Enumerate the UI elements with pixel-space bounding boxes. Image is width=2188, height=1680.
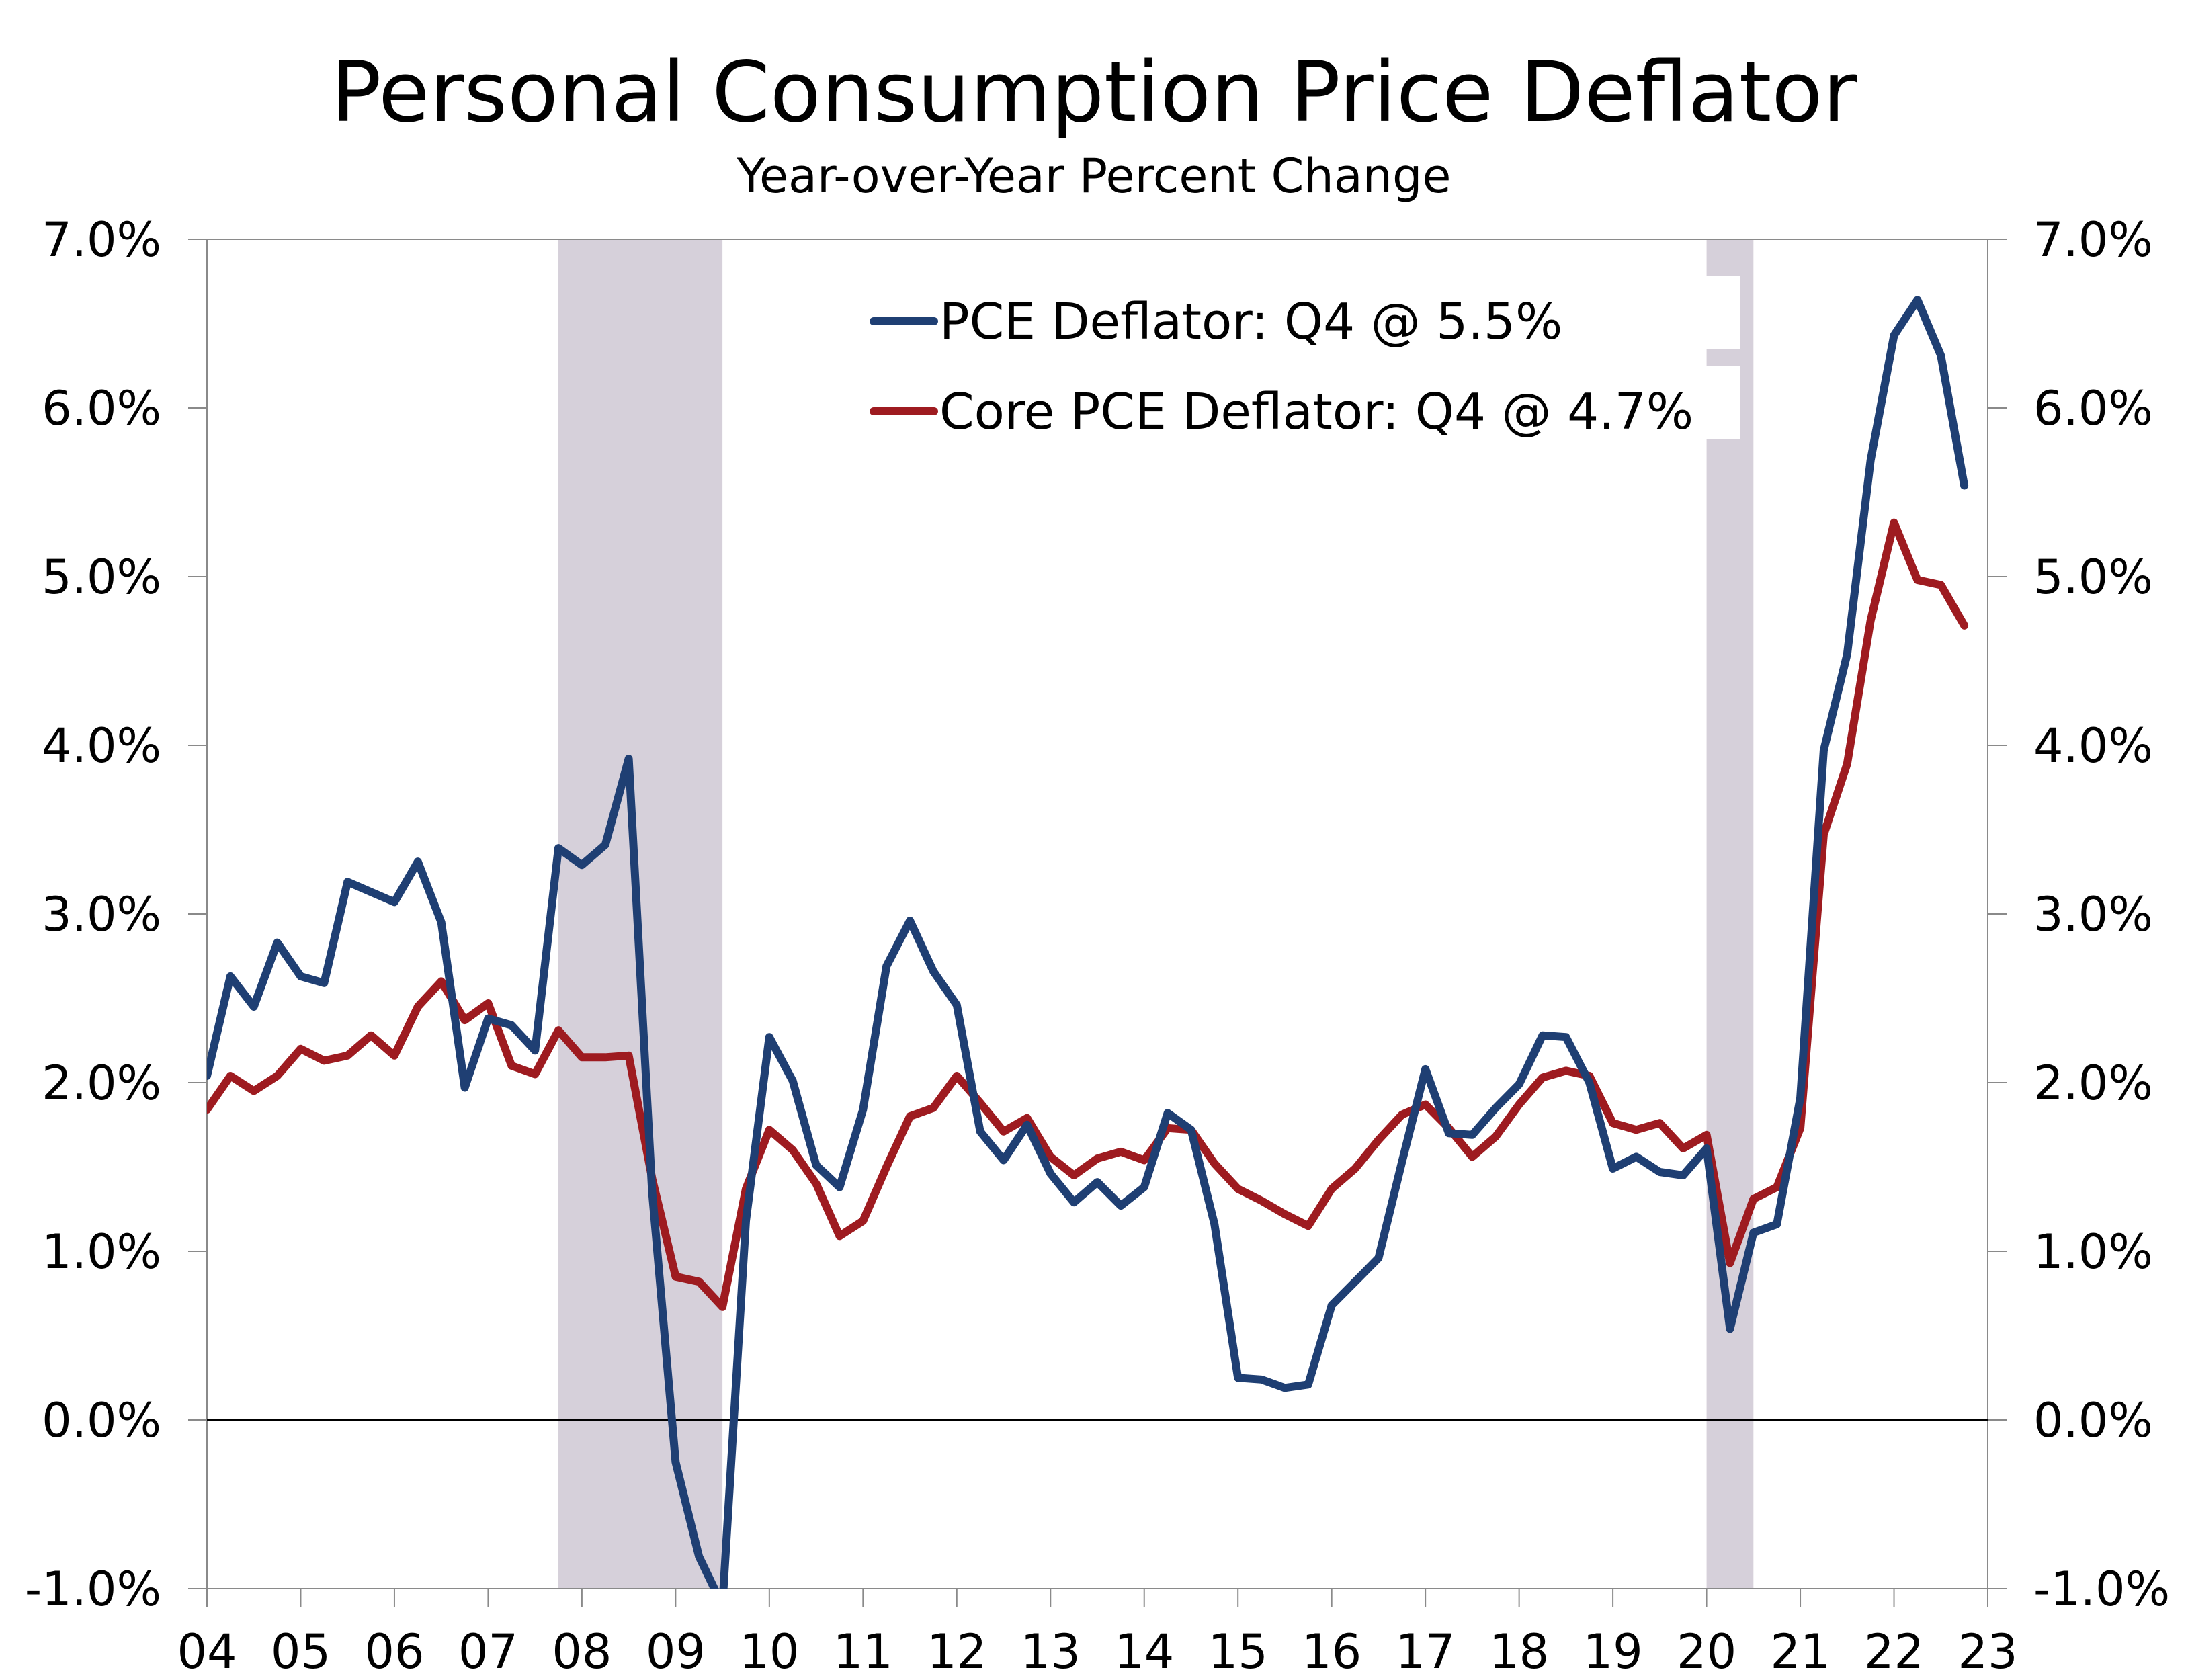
x-tick-label: 07 bbox=[458, 1624, 518, 1679]
x-tick-label: 16 bbox=[1302, 1624, 1361, 1679]
y-tick-label-right: 0.0% bbox=[2033, 1393, 2153, 1448]
x-tick-label: 13 bbox=[1021, 1624, 1081, 1679]
chart-title: Personal Consumption Price Deflator bbox=[331, 44, 1857, 141]
y-tick-label-right: 7.0% bbox=[2033, 212, 2153, 267]
y-tick-label-left: -1.0% bbox=[25, 1562, 161, 1617]
x-tick-label: 10 bbox=[739, 1624, 799, 1679]
x-tick-label: 15 bbox=[1208, 1624, 1268, 1679]
x-tick-label: 04 bbox=[177, 1624, 237, 1679]
x-tick-label: 14 bbox=[1114, 1624, 1174, 1679]
x-tick-label: 21 bbox=[1771, 1624, 1831, 1679]
recession-band-2 bbox=[1706, 239, 1754, 1589]
y-tick-label-right: 3.0% bbox=[2033, 887, 2153, 942]
y-tick-label-left: 6.0% bbox=[42, 381, 161, 436]
y-tick-label-left: 3.0% bbox=[42, 887, 161, 942]
legend-label-2: Core PCE Deflator: Q4 @ 4.7% bbox=[939, 383, 1693, 441]
x-tick-label: 20 bbox=[1677, 1624, 1736, 1679]
y-tick-label-right: -1.0% bbox=[2033, 1562, 2170, 1617]
x-tick-label: 12 bbox=[927, 1624, 986, 1679]
y-tick-label-left: 2.0% bbox=[42, 1056, 161, 1111]
x-tick-label: 11 bbox=[833, 1624, 893, 1679]
x-tick-label: 08 bbox=[552, 1624, 612, 1679]
y-tick-label-right: 4.0% bbox=[2033, 718, 2153, 773]
y-tick-label-right: 5.0% bbox=[2033, 550, 2153, 605]
x-tick-label: 05 bbox=[271, 1624, 331, 1679]
x-tick-label: 18 bbox=[1489, 1624, 1549, 1679]
y-tick-label-left: 0.0% bbox=[42, 1393, 161, 1448]
y-tick-label-left: 7.0% bbox=[42, 212, 161, 267]
x-tick-label: 17 bbox=[1396, 1624, 1456, 1679]
legend-bg bbox=[853, 366, 1740, 439]
y-tick-label-left: 5.0% bbox=[42, 550, 161, 605]
x-tick-label: 09 bbox=[646, 1624, 706, 1679]
x-tick-label: 22 bbox=[1864, 1624, 1924, 1679]
x-tick-label: 06 bbox=[364, 1624, 424, 1679]
y-tick-label-right: 1.0% bbox=[2033, 1224, 2153, 1279]
x-tick-label: 23 bbox=[1958, 1624, 2017, 1679]
series-line-core-pce bbox=[207, 518, 1969, 1311]
y-tick-label-left: 4.0% bbox=[42, 718, 161, 773]
legend-bg bbox=[853, 276, 1740, 349]
series-line-pce bbox=[207, 296, 1969, 1589]
x-tick-label: 19 bbox=[1583, 1624, 1643, 1679]
y-tick-label-left: 1.0% bbox=[42, 1224, 161, 1279]
y-tick-label-right: 6.0% bbox=[2033, 381, 2153, 436]
legend-label-1: PCE Deflator: Q4 @ 5.5% bbox=[939, 293, 1562, 351]
y-tick-label-right: 2.0% bbox=[2033, 1056, 2153, 1111]
chart-subtitle: Year-over-Year Percent Change bbox=[737, 149, 1451, 204]
